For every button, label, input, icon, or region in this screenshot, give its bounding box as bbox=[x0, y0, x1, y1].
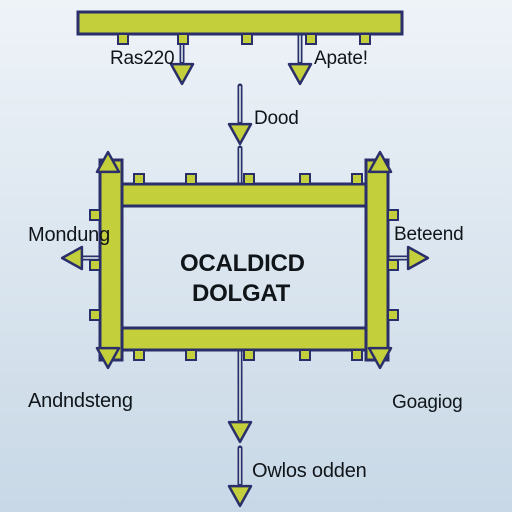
label-top-left: Ras220 bbox=[110, 48, 174, 70]
label-center-2: DOLGAT bbox=[192, 280, 290, 308]
label-left-lower: Andndsteng bbox=[28, 390, 133, 413]
label-bottom: Owlos odden bbox=[252, 460, 367, 483]
label-center-1: OCALDICD bbox=[180, 250, 305, 278]
label-mid-upper: Dood bbox=[254, 108, 299, 130]
label-top-right: Apate! bbox=[314, 48, 368, 70]
label-left-mid: Mondung bbox=[28, 224, 110, 247]
label-right-mid: Beteend bbox=[394, 224, 463, 246]
diagram-canvas: Ras220 Apate! Dood Mondung Beteend OCALD… bbox=[0, 0, 512, 512]
label-right-lower: Goagiog bbox=[392, 392, 463, 414]
